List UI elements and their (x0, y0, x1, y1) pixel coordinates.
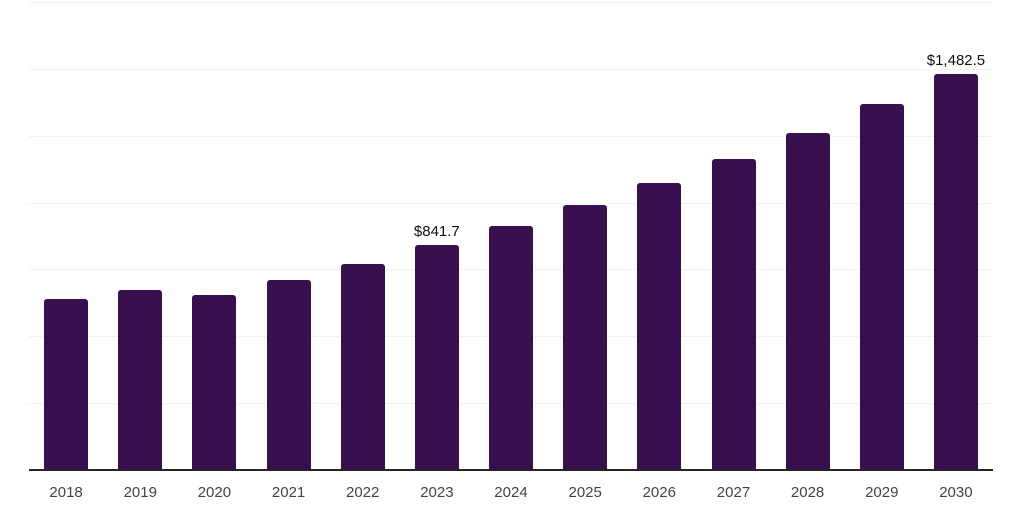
bar-2028 (785, 132, 830, 470)
bar-2023 (414, 244, 459, 470)
x-axis-line (29, 469, 993, 471)
bar-2026 (637, 183, 682, 470)
gridline (29, 135, 993, 137)
gridline (29, 202, 993, 204)
x-tick-label-2019: 2019 (123, 484, 157, 501)
x-tick-label-2027: 2027 (716, 484, 751, 501)
bar-2029 (859, 104, 904, 470)
x-tick-label-2022: 2022 (346, 484, 380, 501)
x-tick-label-2024: 2024 (494, 484, 528, 501)
x-tick-label-2021: 2021 (271, 484, 306, 501)
bar-2022 (340, 263, 385, 470)
gridline (29, 68, 993, 70)
data-label-2030: $1,482.5 (926, 51, 986, 69)
bar-2021 (266, 279, 311, 470)
x-tick-label-2020: 2020 (197, 484, 232, 501)
bar-2030 (933, 73, 978, 470)
gridline (29, 2, 993, 3)
x-tick-label-2023: 2023 (420, 484, 454, 501)
bar-2019 (118, 289, 163, 470)
bar-2025 (563, 205, 608, 470)
x-tick-label-2029: 2029 (865, 484, 899, 501)
x-tick-label-2028: 2028 (790, 484, 825, 501)
bar-2024 (489, 225, 533, 470)
bar-2020 (192, 294, 237, 470)
bar-2027 (711, 158, 756, 470)
data-label-2023: $841.7 (413, 222, 460, 240)
x-tick-label-2030: 2030 (939, 484, 973, 501)
bar-2018 (44, 298, 89, 470)
x-tick-label-2026: 2026 (642, 484, 676, 501)
x-tick-label-2018: 2018 (49, 484, 83, 501)
x-tick-label-2025: 2025 (568, 484, 602, 501)
